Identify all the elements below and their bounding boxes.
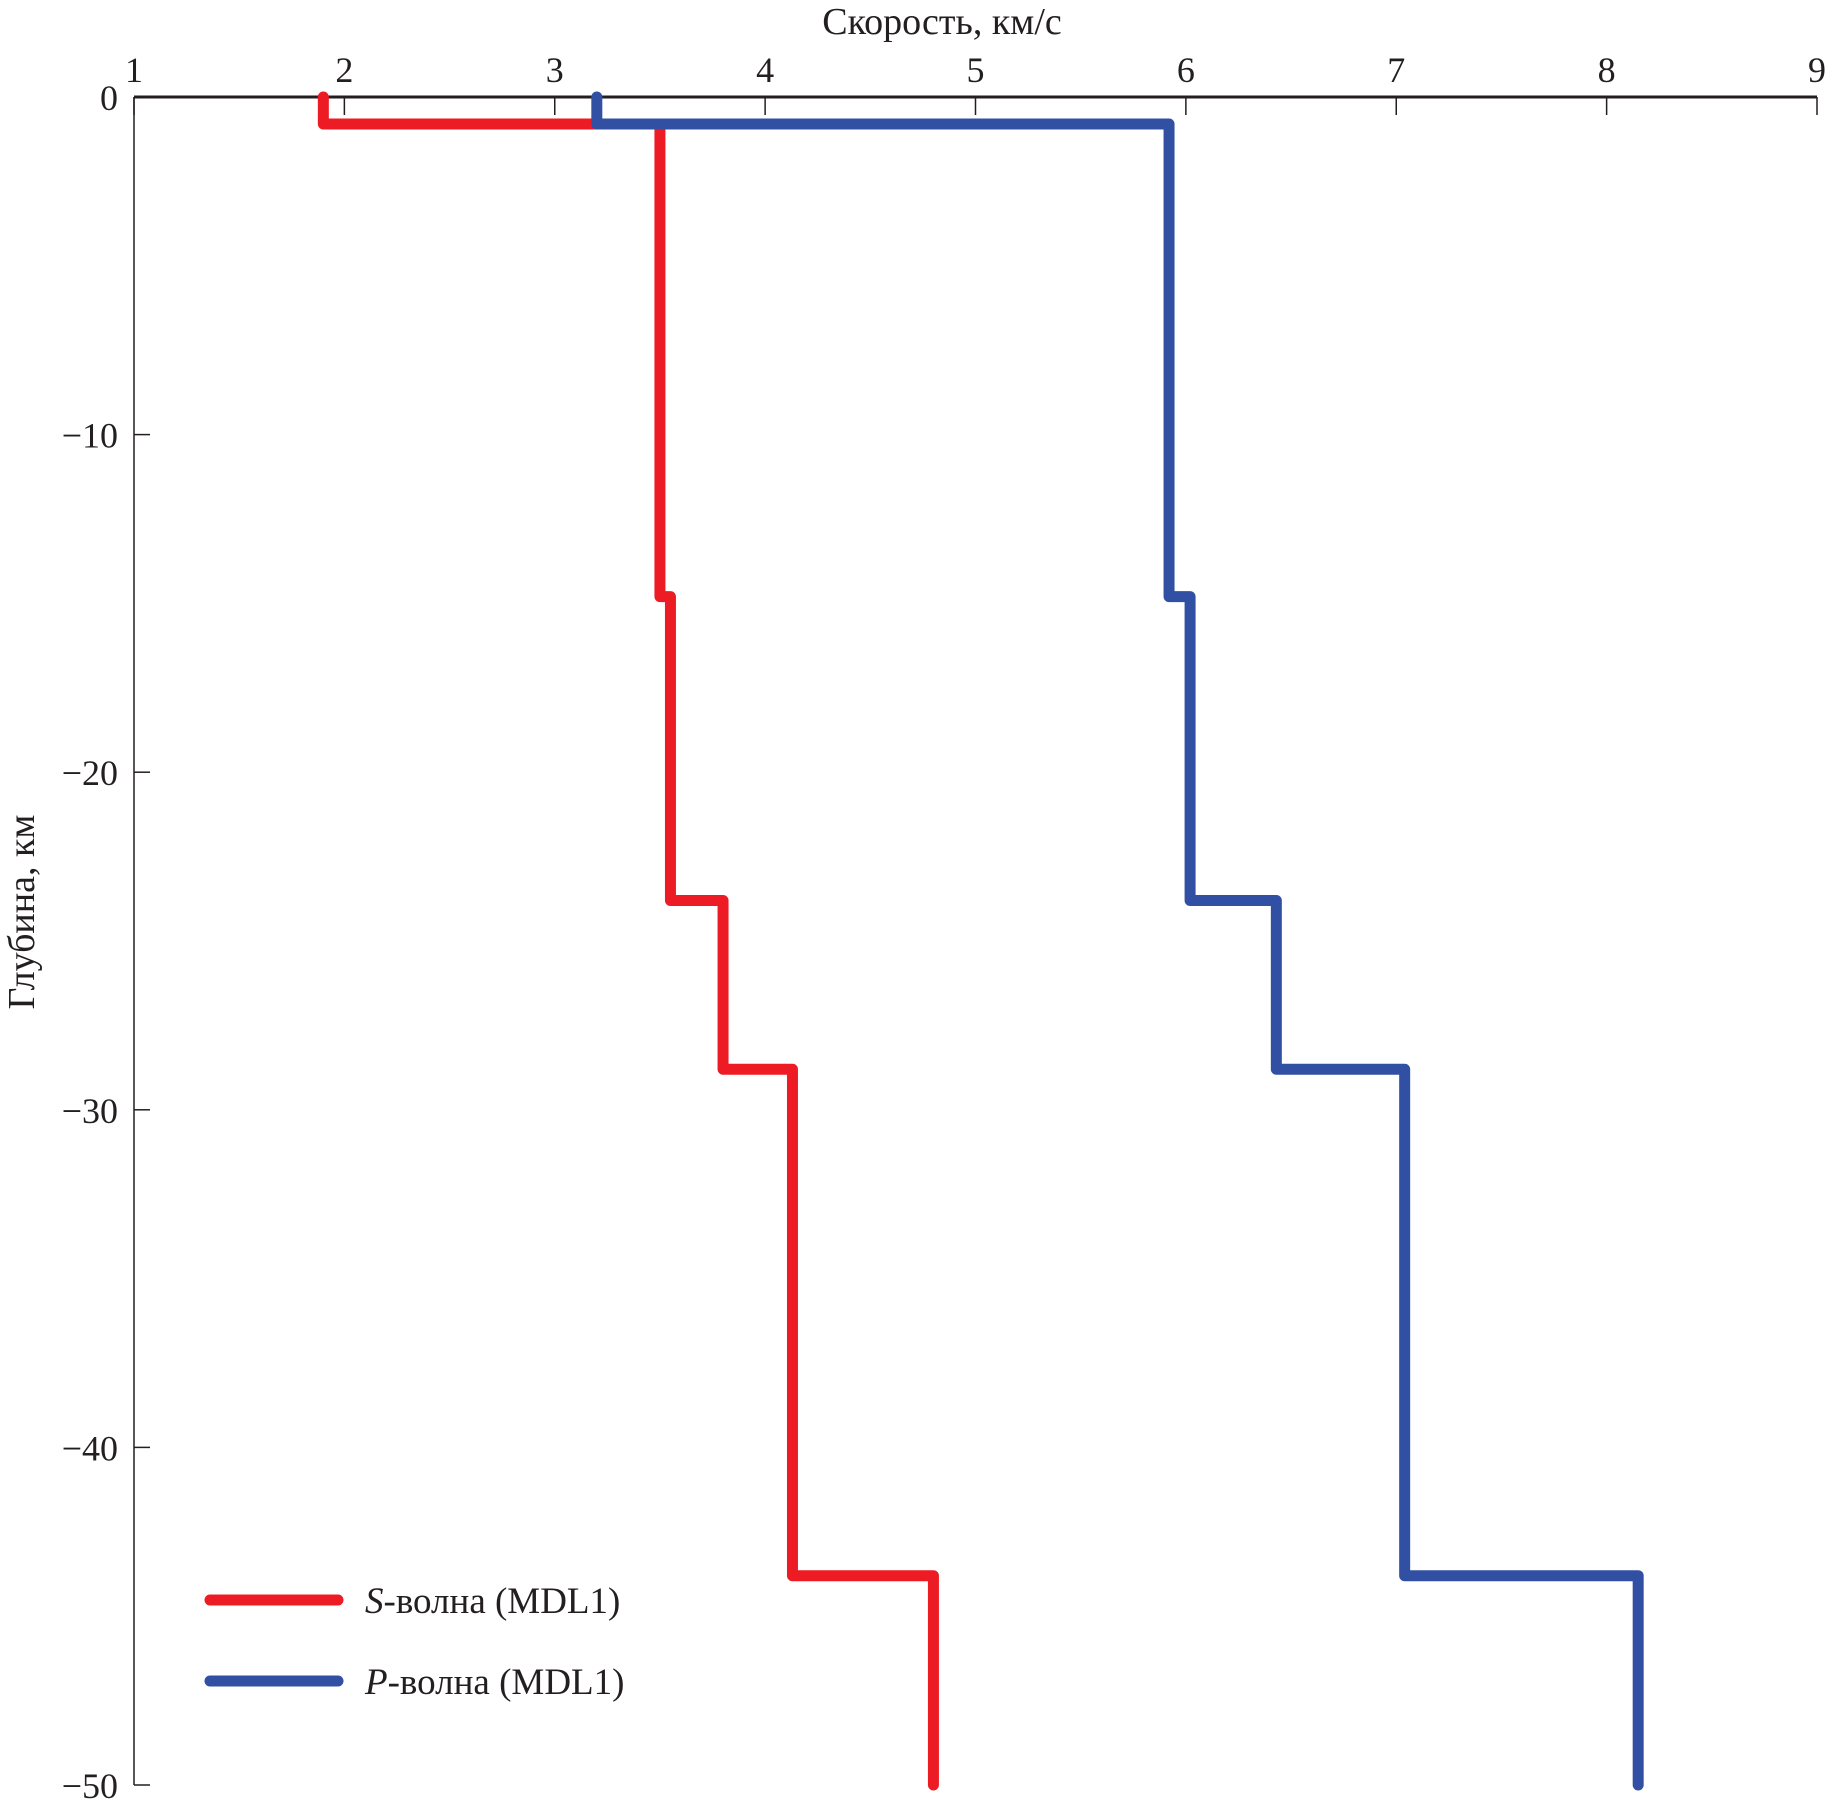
legend-label: P-волна (MDL1)	[364, 1662, 624, 1703]
y-tick-label: −10	[62, 416, 118, 456]
x-tick-label: 4	[756, 50, 774, 90]
y-axis-title: Глубина, км	[1, 815, 43, 1010]
series-line-p-wave	[591, 91, 1644, 1791]
y-tick-label: −30	[62, 1091, 118, 1131]
x-tick-label: 2	[335, 50, 353, 90]
y-tick-label: −40	[62, 1428, 118, 1468]
legend-label-italic: S	[365, 1581, 384, 1622]
x-tick-label: 8	[1598, 50, 1616, 90]
axes: 1 2 3 4 5 6 7 8 9 0 −10 −20 −30 −40 −50	[62, 50, 1826, 1806]
y-tick-label: −20	[62, 753, 118, 793]
legend-label-italic: P	[364, 1662, 388, 1703]
x-tick-label: 3	[546, 50, 564, 90]
legend-label-rest: -волна (MDL1)	[388, 1662, 625, 1703]
series-line-s-wave	[317, 91, 939, 1791]
y-tick-label: −50	[62, 1766, 118, 1806]
x-tick-label: 5	[967, 50, 985, 90]
legend-label-rest: -волна (MDL1)	[384, 1581, 621, 1622]
x-tick-label: 7	[1387, 50, 1405, 90]
series-group	[317, 91, 1644, 1791]
legend-label: S-волна (MDL1)	[365, 1581, 620, 1622]
y-tick-label: 0	[100, 78, 118, 118]
legend: S-волна (MDL1)P-волна (MDL1)	[204, 1581, 624, 1703]
x-axis-title: Скорость, км/с	[822, 1, 1062, 43]
x-tick-label: 6	[1177, 50, 1195, 90]
x-tick-label: 1	[125, 50, 143, 90]
x-tick-label: 9	[1808, 50, 1826, 90]
